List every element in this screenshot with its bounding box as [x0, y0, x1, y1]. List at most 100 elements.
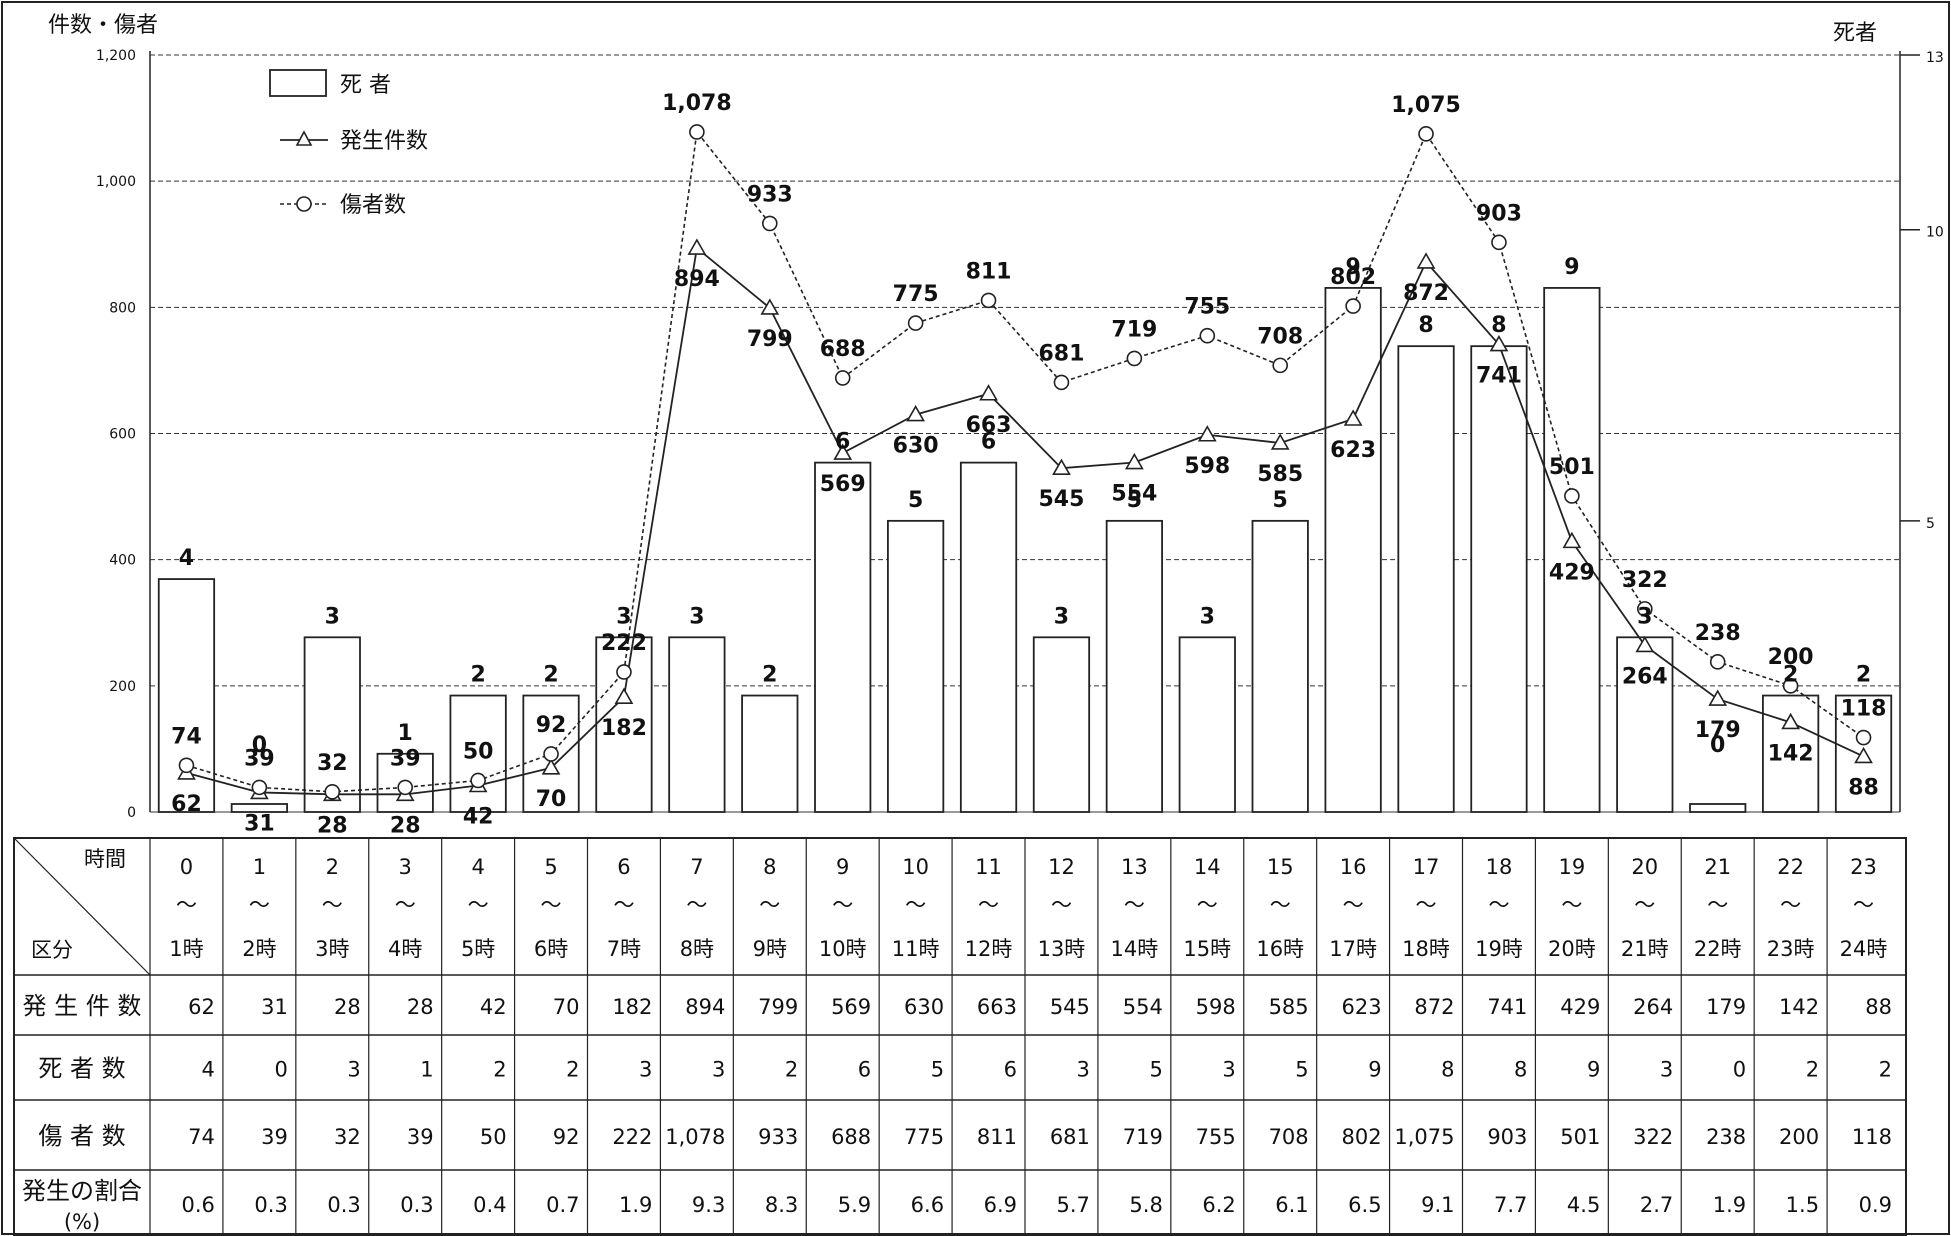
- hour-tilde: ～: [1780, 893, 1801, 917]
- hour-end-label: 24時: [1840, 937, 1888, 961]
- table-cell-value: 0.7: [546, 1193, 579, 1217]
- table-cell-value: 2.7: [1640, 1193, 1673, 1217]
- accident-value-label: 179: [1695, 718, 1741, 743]
- table-cell-value: 0.3: [400, 1193, 433, 1217]
- table-cell-value: 0.3: [327, 1193, 360, 1217]
- hour-start-label: 15: [1267, 855, 1294, 879]
- hour-end-label: 14時: [1111, 937, 1159, 961]
- table-cell-value: 933: [758, 1125, 798, 1149]
- hour-start-label: 13: [1121, 855, 1148, 879]
- injury-value-label: 811: [966, 259, 1012, 284]
- injury-value-label: 708: [1257, 324, 1303, 349]
- table-cell-value: 799: [758, 995, 798, 1019]
- death-value-label: 9: [1564, 255, 1579, 280]
- death-bar: [1543, 287, 1601, 813]
- injury-point: [907, 315, 924, 331]
- accident-point: [1416, 252, 1436, 269]
- table-cell-value: 222: [612, 1125, 652, 1149]
- injury-value-label: 322: [1622, 568, 1668, 593]
- hour-end-label: 22時: [1694, 937, 1742, 961]
- death-bar: [887, 519, 945, 813]
- table-cell-value: 8.3: [765, 1193, 798, 1217]
- table-cell-value: 1,078: [665, 1125, 725, 1149]
- table-cell-value: 598: [1196, 995, 1236, 1019]
- injury-value-label: 118: [1841, 697, 1887, 722]
- injury-point: [178, 757, 195, 774]
- table-cell-value: 28: [407, 995, 434, 1019]
- death-bar: [157, 578, 216, 813]
- death-value-label: 3: [1637, 604, 1652, 629]
- legend-label-deaths: 死 者: [340, 73, 391, 98]
- accidents-line: [186, 246, 1864, 796]
- accident-point: [906, 404, 926, 422]
- accident-value-label: 142: [1768, 741, 1814, 766]
- accident-point: [614, 687, 634, 704]
- death-bars: [157, 287, 1893, 813]
- table-cell-value: 9.3: [692, 1193, 725, 1217]
- injury-value-label: 1,078: [662, 91, 732, 116]
- accident-point: [833, 443, 853, 460]
- table-cell-value: 1.9: [1713, 1193, 1746, 1217]
- injury-point: [616, 664, 632, 680]
- table-cell-value: 630: [904, 995, 944, 1019]
- injury-value-label: 719: [1111, 317, 1157, 342]
- injury-point: [470, 772, 486, 789]
- hour-end-label: 12時: [965, 937, 1013, 961]
- death-bar: [1689, 803, 1747, 813]
- table-cell-value: 39: [261, 1125, 288, 1149]
- hour-start-label: 17: [1413, 855, 1440, 879]
- hour-end-label: 1時: [169, 937, 203, 961]
- hour-start-label: 21: [1704, 855, 1731, 879]
- hour-tilde: ～: [176, 893, 197, 917]
- y-left-tick-label: 1,200: [96, 48, 136, 64]
- accident-point: [1708, 689, 1728, 706]
- death-bar: [1397, 345, 1455, 813]
- injury-point: [1636, 601, 1653, 617]
- hour-end-label: 5時: [461, 937, 495, 961]
- hour-tilde: ～: [1561, 893, 1582, 917]
- accident-point: [1124, 452, 1144, 470]
- table-cell-value: 2: [566, 1058, 579, 1082]
- table-cell-value: 6: [1004, 1058, 1017, 1082]
- accident-point: [1854, 746, 1873, 764]
- hour-start-label: 23: [1850, 855, 1877, 879]
- accident-value-label: 70: [536, 787, 567, 812]
- table-cell-value: 264: [1633, 995, 1673, 1019]
- table-cell-value: 741: [1487, 995, 1527, 1019]
- table-cell-value: 42: [480, 995, 507, 1019]
- table-cell-value: 32: [334, 1125, 361, 1149]
- table-cell-value: 200: [1779, 1125, 1819, 1149]
- table-cell-value: 3: [1660, 1058, 1673, 1082]
- hour-start-label: 11: [975, 855, 1002, 879]
- table-cell-value: 31: [261, 995, 288, 1019]
- y-left-tick-label: 200: [109, 679, 136, 695]
- table-cell-value: 429: [1560, 995, 1600, 1019]
- accident-value-label: 598: [1184, 454, 1230, 479]
- accident-value-label: 623: [1330, 438, 1376, 463]
- injury-markers: [178, 124, 1872, 800]
- table-header-time: 時間: [84, 847, 126, 871]
- table-cell-value: 663: [977, 995, 1017, 1019]
- table-cell-value: 74: [188, 1125, 215, 1149]
- death-value-label: 0: [252, 733, 267, 758]
- death-value-label: 6: [835, 430, 850, 455]
- death-bar: [1324, 287, 1382, 813]
- y-right-tick-label: 10: [1926, 225, 1944, 241]
- accident-value-label: 894: [674, 267, 720, 292]
- hour-start-label: 2: [326, 855, 339, 879]
- hour-tilde: ～: [1488, 893, 1509, 917]
- injury-value-label: 92: [536, 713, 567, 738]
- death-value-label: 5: [908, 488, 923, 513]
- table-cell-value: 623: [1341, 995, 1381, 1019]
- injury-value-label: 681: [1038, 341, 1084, 366]
- injury-value-label: 775: [893, 282, 939, 307]
- injury-point: [251, 779, 268, 796]
- injury-point: [689, 124, 705, 140]
- accident-value-label: 872: [1403, 281, 1449, 306]
- hour-tilde: ～: [1343, 893, 1364, 917]
- table-cell-value: 0.4: [473, 1193, 506, 1217]
- table-cell-value: 6.1: [1275, 1193, 1308, 1217]
- hour-start-label: 6: [617, 855, 630, 879]
- table-cell-value: 88: [1865, 995, 1892, 1019]
- table-cell-value: 1.9: [619, 1193, 652, 1217]
